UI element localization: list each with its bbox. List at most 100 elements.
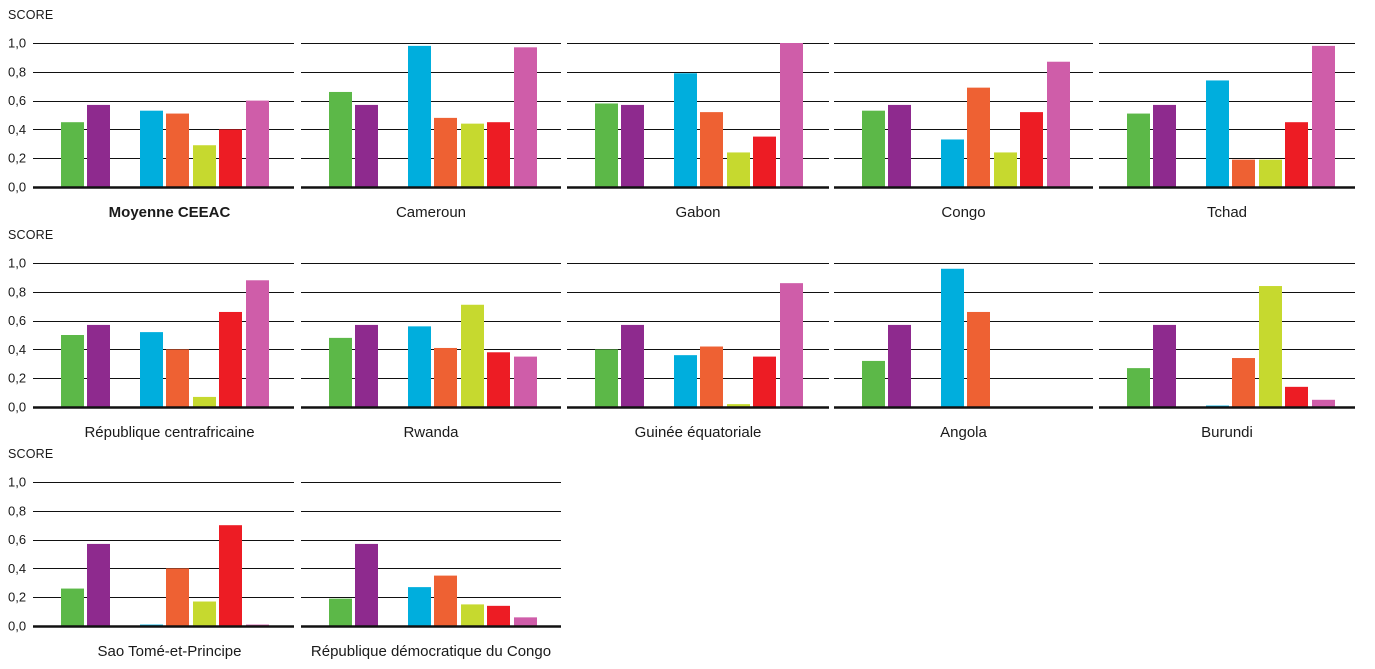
y-tick-label: 0,6 <box>8 532 26 547</box>
bar <box>1206 80 1229 187</box>
panel-title: Moyenne CEEAC <box>109 204 231 221</box>
y-axis-title: SCORE <box>8 228 53 242</box>
bar <box>1047 61 1070 187</box>
bar <box>193 396 216 407</box>
y-tick-label: 0,0 <box>8 619 26 634</box>
bar <box>355 324 378 407</box>
bar <box>434 117 457 187</box>
bar <box>1153 324 1176 407</box>
bar <box>621 324 644 407</box>
bar <box>434 347 457 407</box>
bar <box>674 73 697 187</box>
y-tick-label: 0,6 <box>8 93 26 108</box>
bar <box>487 605 510 626</box>
bar <box>355 104 378 187</box>
y-tick-label: 0,2 <box>8 151 26 166</box>
bar <box>595 103 618 187</box>
bar <box>967 87 990 187</box>
bar <box>967 311 990 407</box>
bar <box>780 283 803 407</box>
bar <box>862 110 885 187</box>
bar <box>727 152 750 187</box>
bar <box>1259 159 1282 187</box>
bar <box>408 45 431 187</box>
bar <box>140 624 163 626</box>
bar <box>1285 122 1308 187</box>
bar <box>753 136 776 187</box>
panel-title: République centrafricaine <box>84 424 254 441</box>
bar <box>700 346 723 407</box>
bar <box>461 604 484 626</box>
bar <box>461 123 484 187</box>
y-tick-label: 1,0 <box>8 256 26 271</box>
y-tick-label: 0,8 <box>8 503 26 518</box>
bar <box>246 100 269 187</box>
panel-title: Burundi <box>1201 424 1253 441</box>
bar <box>1153 104 1176 187</box>
bar <box>355 543 378 626</box>
bar <box>595 349 618 407</box>
panel-title: République démocratique du Congo <box>311 643 551 660</box>
panel-title: Gabon <box>675 204 720 221</box>
bar <box>166 568 189 626</box>
y-tick-label: 0,8 <box>8 284 26 299</box>
panel-title: Angola <box>940 424 987 441</box>
y-tick-label: 1,0 <box>8 36 26 51</box>
bar <box>621 104 644 187</box>
bar <box>1232 358 1255 407</box>
y-tick-label: 0,0 <box>8 180 26 195</box>
panel-title: Guinée équatoriale <box>635 424 762 441</box>
bar <box>514 617 537 626</box>
panel-title: Tchad <box>1207 204 1247 221</box>
bar <box>408 587 431 626</box>
bar <box>1259 286 1282 407</box>
bar <box>434 575 457 626</box>
bar <box>1020 112 1043 187</box>
bar <box>888 104 911 187</box>
y-tick-label: 0,0 <box>8 400 26 415</box>
y-tick-label: 0,8 <box>8 64 26 79</box>
bar <box>514 356 537 407</box>
bar <box>219 129 242 187</box>
bar <box>487 352 510 407</box>
bar <box>140 110 163 187</box>
y-tick-label: 0,6 <box>8 313 26 328</box>
bar <box>1232 159 1255 187</box>
bar <box>329 91 352 187</box>
y-tick-label: 0,2 <box>8 371 26 386</box>
panel-title: Sao Tomé-et-Principe <box>98 643 242 660</box>
bar <box>166 349 189 407</box>
y-axis-title: SCORE <box>8 8 53 22</box>
bar <box>193 145 216 187</box>
bar <box>408 326 431 407</box>
bar <box>941 139 964 187</box>
bar <box>1206 405 1229 407</box>
bar <box>61 122 84 187</box>
bar <box>753 356 776 407</box>
bar <box>219 311 242 407</box>
bar <box>700 112 723 187</box>
y-axis-title: SCORE <box>8 447 53 461</box>
bar <box>329 337 352 407</box>
bar <box>87 324 110 407</box>
bar <box>87 104 110 187</box>
y-tick-label: 1,0 <box>8 475 26 490</box>
bar <box>941 268 964 407</box>
bar <box>246 624 269 626</box>
bar <box>61 588 84 626</box>
bar <box>994 152 1017 187</box>
bar <box>1312 45 1335 187</box>
bar <box>862 360 885 407</box>
bar <box>61 335 84 407</box>
bar <box>888 324 911 407</box>
bar <box>487 122 510 187</box>
panel-title: Rwanda <box>403 424 459 441</box>
bar <box>1127 368 1150 407</box>
y-tick-label: 0,4 <box>8 122 26 137</box>
bar <box>140 332 163 407</box>
bar <box>780 43 803 187</box>
bar <box>166 113 189 187</box>
y-tick-label: 0,2 <box>8 590 26 605</box>
